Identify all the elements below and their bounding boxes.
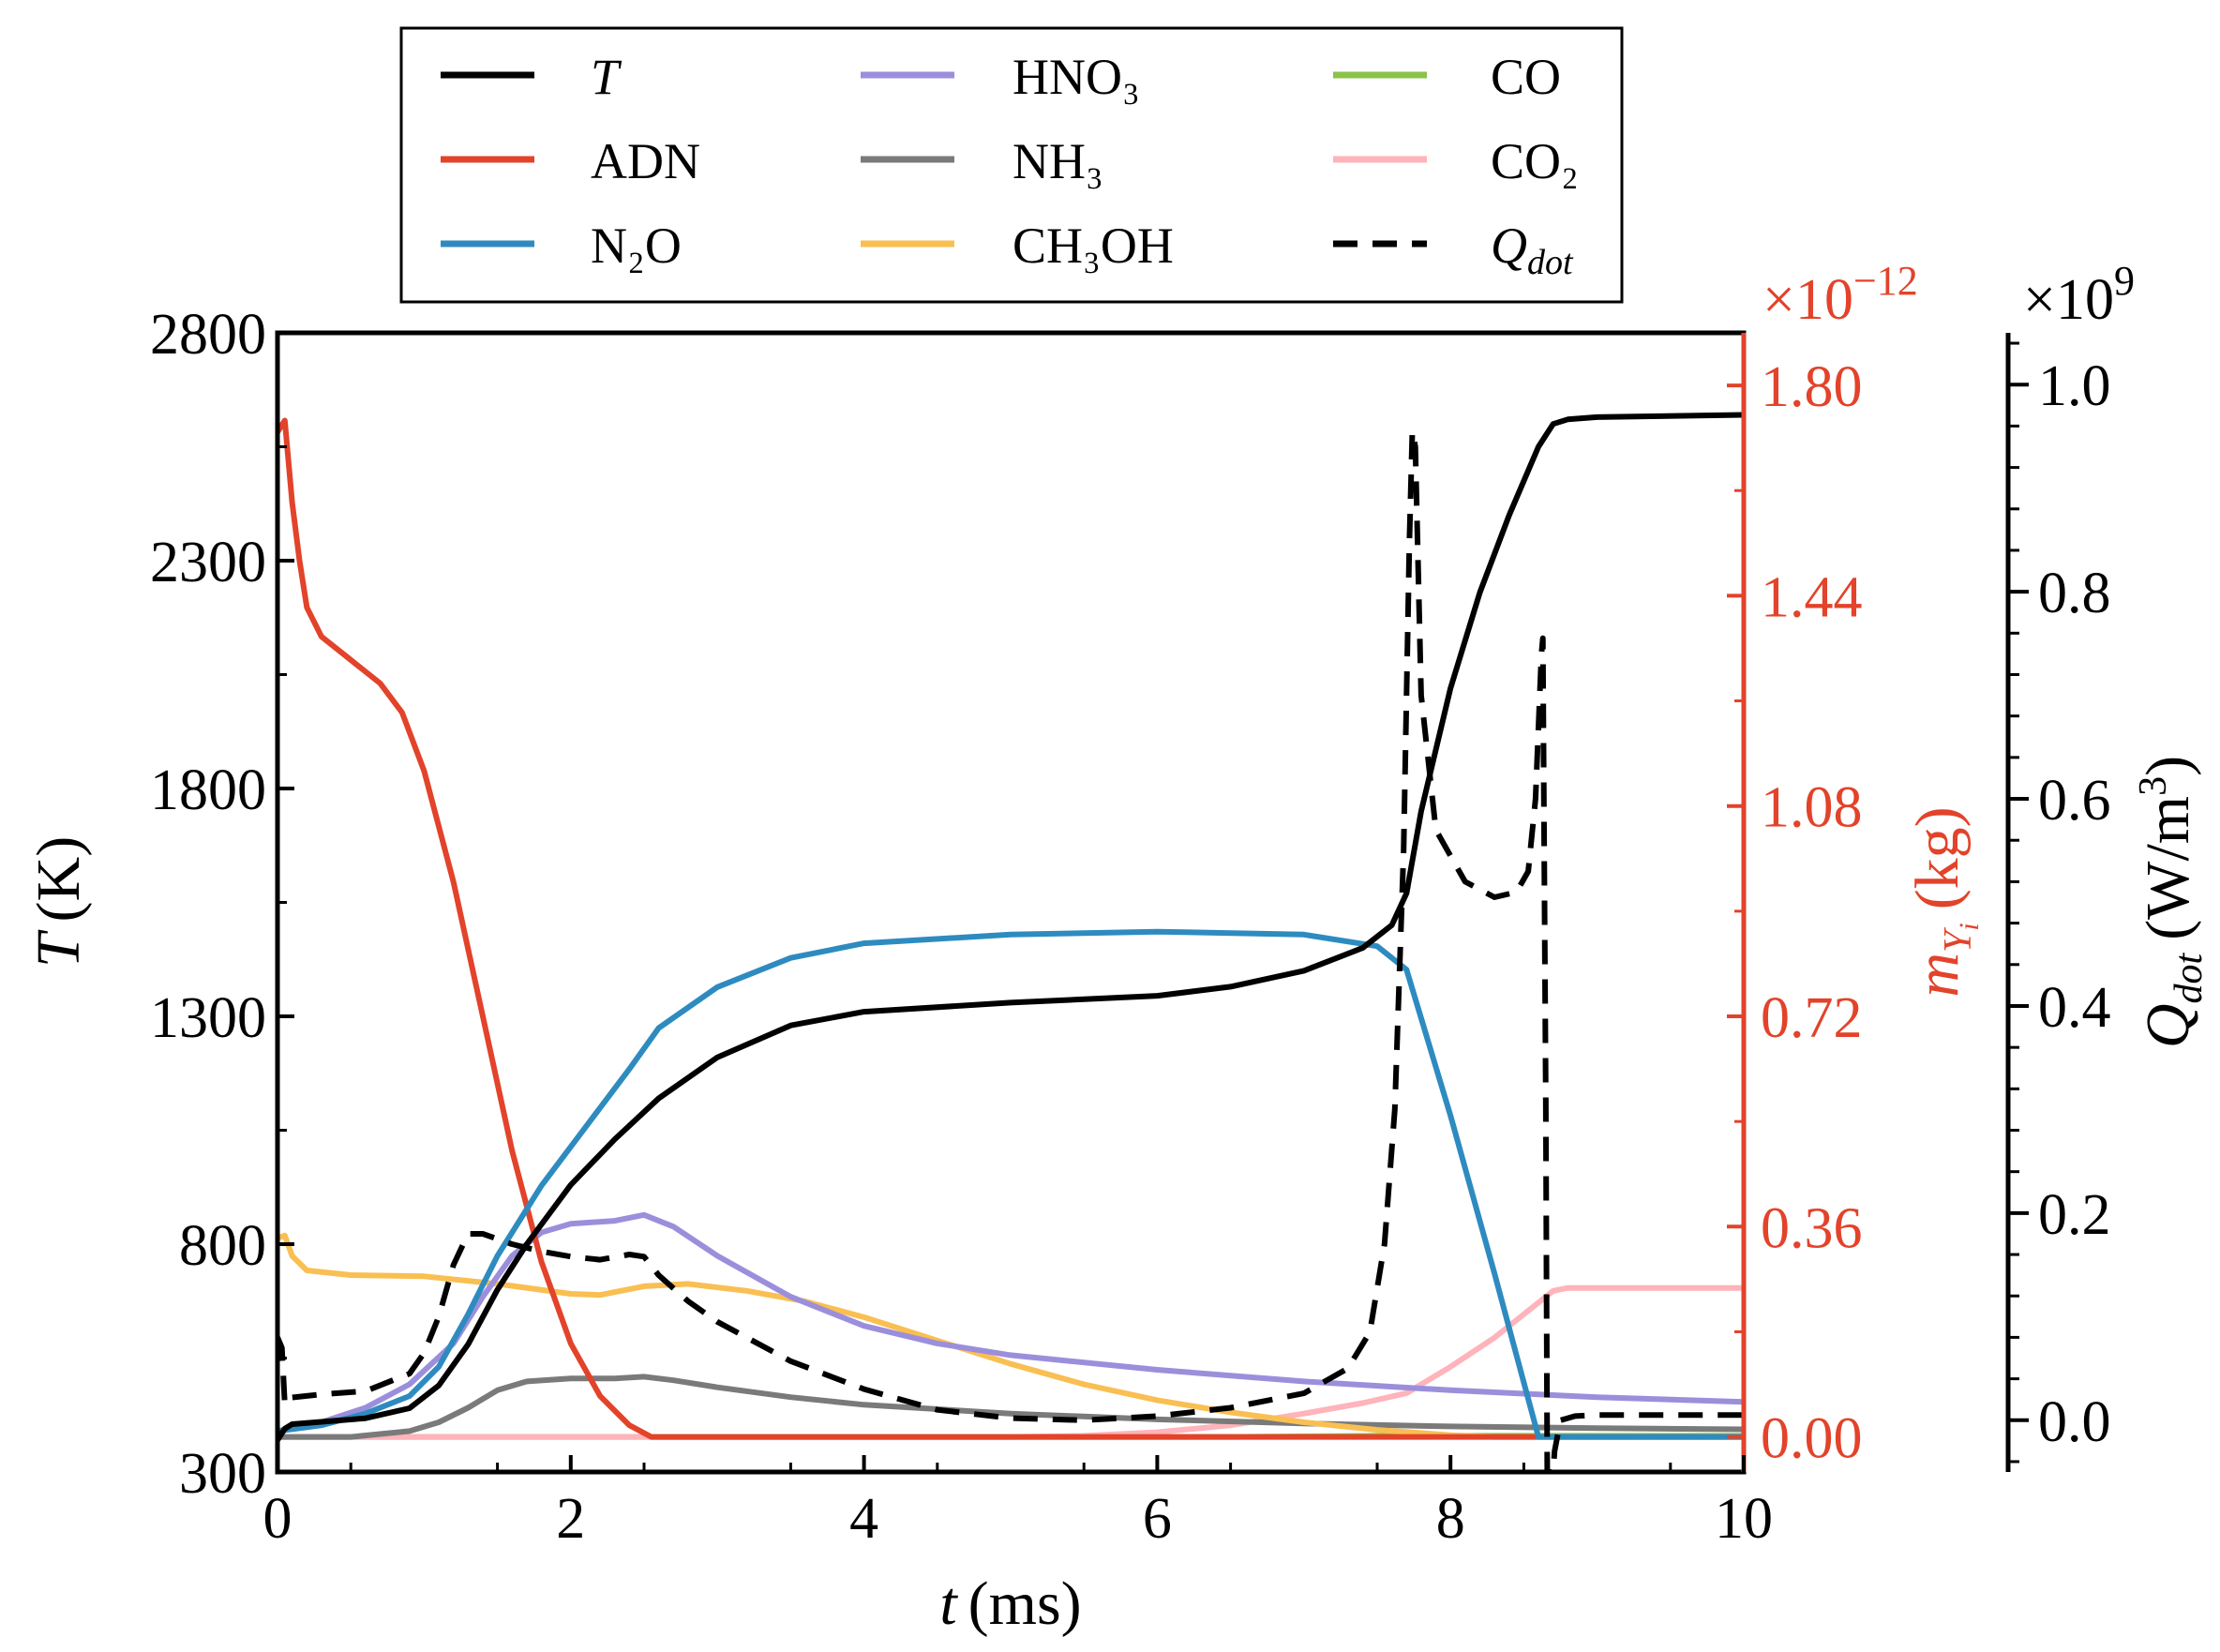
series-line-adn bbox=[278, 417, 1744, 1440]
y-right-axis-ticks: 0.0 0.2 0.4 0.6 0.8 1.0 bbox=[2008, 341, 2111, 1464]
legend-label-co2: CO₂ bbox=[1491, 133, 1579, 189]
legend-label-ch3oh: CH₃OH bbox=[1012, 218, 1174, 274]
y-right-multiplier-exp: 9 bbox=[2114, 258, 2135, 304]
x-tick-label: 6 bbox=[1143, 1487, 1172, 1551]
series-line-nh3 bbox=[278, 1374, 1744, 1440]
y-right-tick-label: 0.4 bbox=[2038, 976, 2111, 1040]
legend-box bbox=[399, 26, 1624, 304]
x-tick-label: 4 bbox=[849, 1487, 878, 1551]
y-right-tick-label: 0.0 bbox=[2038, 1390, 2111, 1454]
x-axis-title: t (ms) bbox=[939, 1569, 1081, 1638]
legend-label-main: CO bbox=[1491, 49, 1561, 105]
y-right-tick-label: 1.0 bbox=[2038, 354, 2111, 418]
legend-label-n2o: N₂O bbox=[591, 218, 682, 274]
x-axis-unit: (ms) bbox=[968, 1569, 1082, 1638]
x-tick-label: 0 bbox=[263, 1487, 292, 1551]
legend-label-main: N₂O bbox=[591, 218, 682, 274]
legend-label-main: HNO₃ bbox=[1012, 49, 1140, 105]
y-mid-tick-label: 1.44 bbox=[1761, 565, 1863, 629]
y-left-tick-label: 2300 bbox=[150, 531, 266, 594]
y-mid-multiplier: ×10−12 bbox=[1762, 258, 1918, 332]
y-mid-tick-label: 0.00 bbox=[1761, 1407, 1863, 1471]
legend-label-main: NH₃ bbox=[1012, 133, 1103, 189]
y-left-axis-title: T (K) bbox=[24, 836, 93, 968]
y-right-multiplier-base: ×10 bbox=[2023, 268, 2114, 332]
y-left-tick-label: 300 bbox=[179, 1442, 266, 1506]
y-left-tick-label: 1300 bbox=[150, 986, 266, 1050]
y-right-axis-sup: 3 bbox=[2132, 776, 2175, 796]
y-mid-axis-sub: Y bbox=[1937, 926, 1980, 953]
series-line-ch3oh bbox=[278, 1232, 1744, 1440]
legend-label-main: T bbox=[591, 49, 622, 105]
y-right-multiplier: ×109 bbox=[2023, 258, 2135, 332]
y-right-tick-label: 0.8 bbox=[2038, 562, 2111, 625]
legend-label-main: CH₃OH bbox=[1012, 218, 1174, 274]
y-right-axis-unit: (W/m bbox=[2134, 796, 2202, 940]
y-mid-axis-unit: (kg) bbox=[1903, 806, 1972, 909]
y-right-axis-close: ) bbox=[2134, 756, 2202, 776]
y-mid-multiplier-exp: −12 bbox=[1853, 258, 1918, 304]
legend-label-adn: ADN bbox=[591, 133, 700, 189]
legend-label-qdot: Qdot bbox=[1491, 218, 1574, 282]
y-left-tick-label: 1800 bbox=[150, 758, 266, 822]
legend-label-main: CO₂ bbox=[1491, 133, 1579, 189]
legend-label-sub: dot bbox=[1527, 243, 1574, 282]
legend-label-t: T bbox=[591, 49, 622, 105]
y-mid-axis-var: m bbox=[1903, 953, 1972, 998]
legend-label-main: ADN bbox=[591, 133, 700, 189]
y-mid-tick-label: 0.72 bbox=[1761, 986, 1863, 1050]
y-mid-multiplier-base: ×10 bbox=[1762, 268, 1853, 332]
x-tick-label: 8 bbox=[1436, 1487, 1465, 1551]
y-right-tick-label: 0.6 bbox=[2038, 769, 2111, 833]
series-line-qdot bbox=[278, 428, 1744, 1472]
y-left-axis-unit: (K) bbox=[24, 836, 93, 923]
y-right-axis-title: Qdot (W/m3) bbox=[2132, 756, 2211, 1048]
x-axis-ticks: 0 2 4 6 8 10 bbox=[263, 1455, 1773, 1551]
legend-label-main: Q bbox=[1491, 218, 1527, 274]
x-axis-var: t bbox=[939, 1569, 958, 1638]
legend-label-nh3: NH₃ bbox=[1012, 133, 1103, 189]
series-line-n2o bbox=[278, 928, 1744, 1440]
y-left-axis-var: T bbox=[24, 929, 93, 968]
y-right-axis-sub: dot bbox=[2168, 952, 2211, 1003]
y-right-axis-var: Q bbox=[2134, 1003, 2202, 1048]
y-left-axis-ticks: 300 800 1300 1800 2300 2800 bbox=[150, 303, 294, 1506]
y-mid-axis-subsub: i bbox=[1954, 923, 1985, 930]
series-line-t bbox=[278, 412, 1744, 1443]
y-right-tick-label: 0.2 bbox=[2038, 1183, 2111, 1247]
series-layer bbox=[278, 412, 1744, 1472]
plot-frame bbox=[275, 330, 1747, 1475]
y-mid-tick-label: 1.80 bbox=[1761, 355, 1863, 419]
y-mid-tick-label: 0.36 bbox=[1761, 1196, 1863, 1260]
y-left-tick-label: 2800 bbox=[150, 303, 266, 367]
x-tick-label: 2 bbox=[556, 1487, 585, 1551]
y-mid-tick-label: 1.08 bbox=[1761, 776, 1863, 840]
legend: T ADN N₂O HNO₃ NH₃ CH₃OH CO CO₂ Qdot bbox=[441, 49, 1579, 282]
series-line-hno3 bbox=[278, 1211, 1744, 1434]
legend-label-co: CO bbox=[1491, 49, 1561, 105]
y-mid-axis-title: mYi (kg) bbox=[1903, 806, 1985, 997]
y-mid-axis-ticks: 0.00 0.36 0.72 1.08 1.44 1.80 bbox=[1727, 355, 1863, 1471]
legend-label-hno3: HNO₃ bbox=[1012, 49, 1140, 105]
y-left-tick-label: 800 bbox=[179, 1214, 266, 1278]
x-tick-label: 10 bbox=[1715, 1487, 1773, 1551]
